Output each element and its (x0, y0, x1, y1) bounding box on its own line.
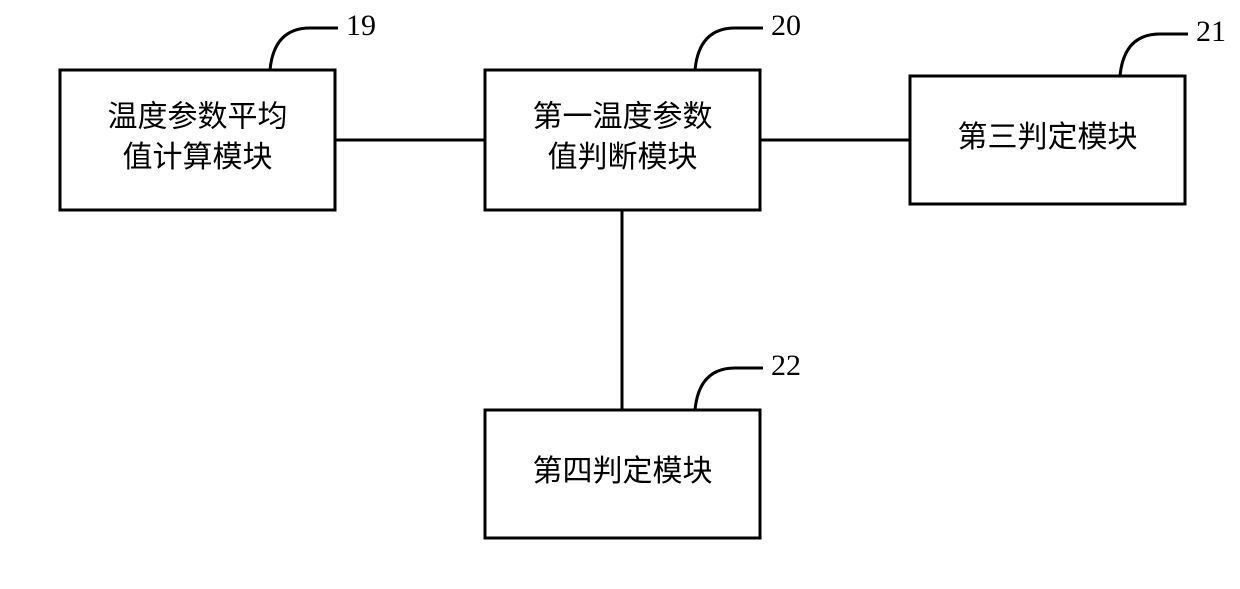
node-n19-text-line-0: 温度参数平均 (108, 101, 288, 134)
node-n20: 第一温度参数值判断模块 20 (485, 9, 801, 210)
node-n21: 第三判定模块 21 (910, 15, 1226, 204)
label-n19: 19 (346, 9, 376, 42)
label-n20: 20 (771, 9, 801, 42)
label-n22: 22 (771, 349, 801, 382)
node-n19-text-line-1: 值计算模块 (123, 141, 273, 174)
leader-n22 (695, 368, 763, 410)
node-n19: 温度参数平均值计算模块 19 (60, 9, 376, 210)
leader-n20 (695, 28, 763, 70)
node-n22: 第四判定模块 22 (485, 349, 801, 538)
leader-n19 (270, 28, 338, 70)
node-n21-text-line-0: 第三判定模块 (958, 121, 1138, 154)
label-n21: 21 (1196, 15, 1226, 48)
node-n20-text-line-0: 第一温度参数 (533, 101, 713, 134)
leader-n21 (1120, 34, 1188, 76)
block-diagram: 温度参数平均值计算模块 19 第一温度参数值判断模块 20 第三判定模块 21 第四判定模块… (0, 0, 1240, 589)
node-n22-text-line-0: 第四判定模块 (533, 455, 713, 488)
node-n20-text-line-1: 值判断模块 (548, 141, 698, 174)
